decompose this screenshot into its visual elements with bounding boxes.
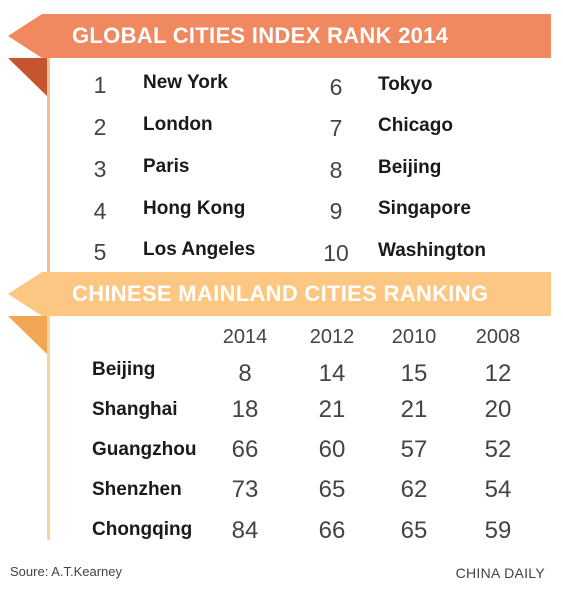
table-cell: 20	[484, 396, 512, 423]
table-cell: 12	[484, 360, 512, 387]
year-header: 2008	[475, 326, 521, 348]
table-cell: 21	[400, 396, 428, 423]
table-cell: 65	[400, 517, 428, 544]
rank-number: 4	[93, 198, 107, 224]
table-cell: 84	[231, 517, 259, 544]
rank-number: 3	[93, 156, 107, 182]
publisher-credit: CHINA DAILY	[455, 565, 545, 581]
table-cell: 54	[484, 476, 512, 503]
year-header: 2014	[222, 326, 268, 348]
mainland-ranking-title: CHINESE MAINLAND CITIES RANKING	[72, 281, 489, 306]
rank-city: Paris	[143, 156, 190, 177]
table-row-city: Shanghai	[92, 399, 178, 420]
rank-number: 2	[93, 114, 107, 140]
table-row-city: Chongqing	[92, 519, 193, 540]
global-index-title: GLOBAL CITIES INDEX RANK 2014	[72, 23, 449, 48]
table-cell: 66	[231, 436, 259, 463]
rank-number: 9	[329, 198, 343, 224]
table-cell: 14	[318, 360, 346, 387]
rank-city: Los Angeles	[143, 239, 256, 260]
rank-city: Tokyo	[378, 74, 433, 95]
rank-city: Singapore	[378, 198, 471, 219]
rank-number: 10	[323, 240, 349, 266]
rank-city: New York	[143, 72, 228, 93]
table-cell: 15	[400, 360, 428, 387]
source-note: Soure: A.T.Kearney	[10, 564, 123, 579]
table-cell: 65	[318, 476, 346, 503]
rank-city: Washington	[378, 240, 486, 261]
rank-city: Beijing	[378, 157, 442, 178]
mainland-banner-fold	[8, 316, 49, 356]
global-section-rule	[47, 58, 50, 272]
table-cell: 59	[484, 517, 512, 544]
table-row-city: Beijing	[92, 359, 156, 380]
table-cell: 66	[318, 517, 346, 544]
mainland-ranking-banner: CHINESE MAINLAND CITIES RANKING	[8, 272, 551, 316]
table-cell: 21	[318, 396, 346, 423]
rank-number: 7	[329, 115, 343, 141]
rank-number: 6	[329, 74, 343, 100]
table-cell: 73	[231, 476, 259, 503]
rank-number: 1	[93, 72, 107, 98]
rank-number: 8	[329, 157, 343, 183]
table-cell: 62	[400, 476, 428, 503]
table-row-city: Shenzhen	[92, 479, 182, 500]
year-header: 2010	[391, 326, 437, 348]
table-cell: 18	[231, 396, 259, 423]
mainland-section-rule	[47, 316, 50, 540]
rank-city: Hong Kong	[143, 198, 246, 219]
table-cell: 52	[484, 436, 512, 463]
table-cell: 60	[318, 436, 346, 463]
year-header: 2012	[309, 326, 355, 348]
global-index-banner: GLOBAL CITIES INDEX RANK 2014	[8, 14, 551, 58]
table-row-city: Guangzhou	[92, 439, 197, 460]
table-cell: 8	[238, 360, 252, 387]
rank-city: Chicago	[378, 115, 453, 136]
table-cell: 57	[400, 436, 428, 463]
global-banner-fold	[8, 58, 49, 98]
rank-city: London	[143, 114, 213, 135]
rank-number: 5	[93, 239, 107, 265]
